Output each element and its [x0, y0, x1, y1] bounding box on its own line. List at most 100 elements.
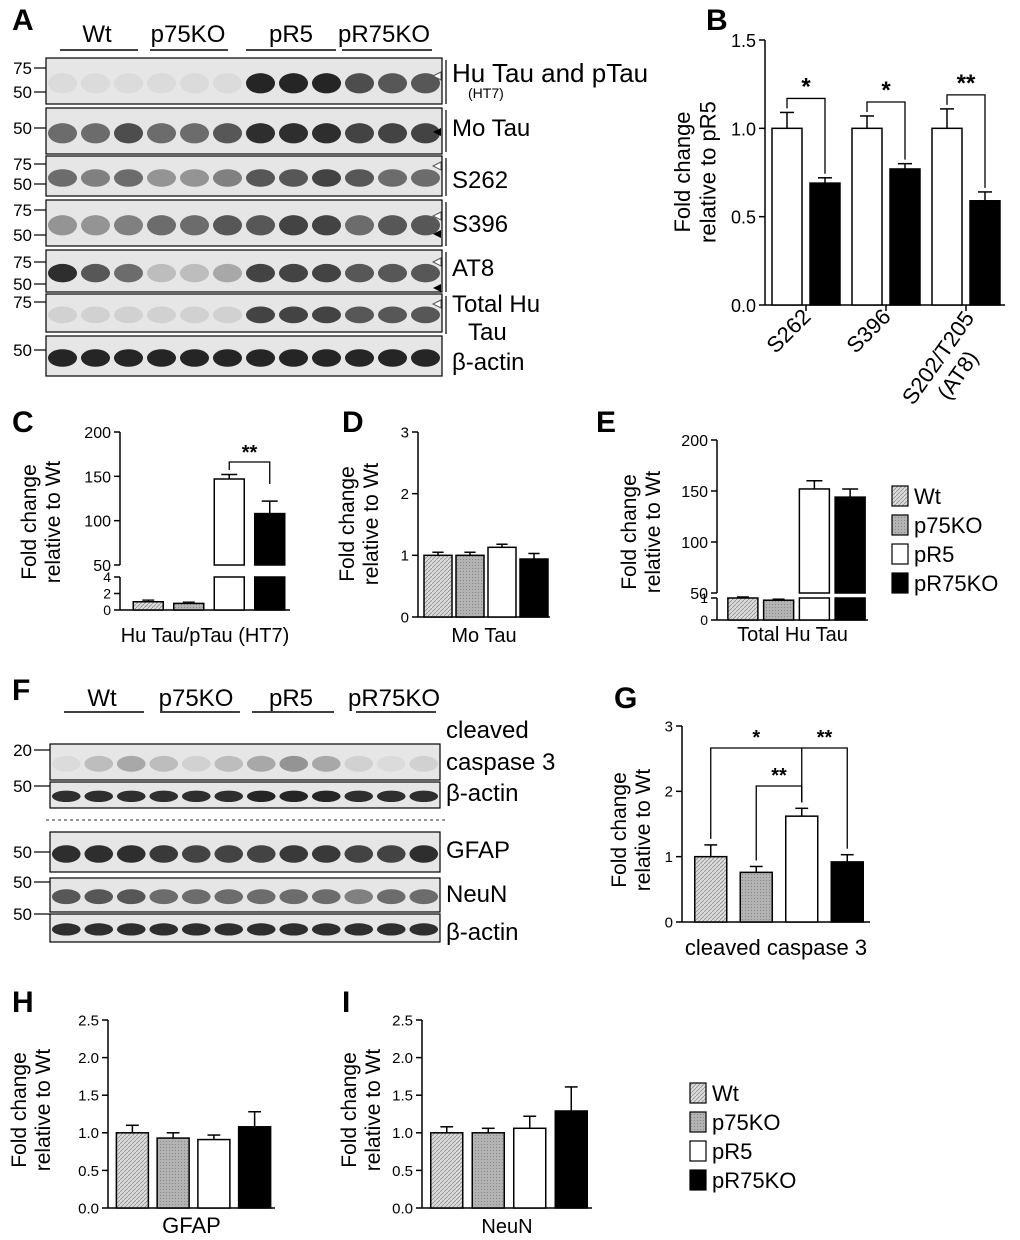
bar-pR75KO — [554, 1110, 588, 1209]
band — [344, 73, 375, 94]
band — [84, 923, 114, 936]
bar-pR5 — [197, 1138, 231, 1209]
band — [311, 923, 341, 936]
ylabel-line-1: Fold change — [618, 474, 641, 590]
ylabel-line-2: relative to Wt — [632, 769, 655, 892]
x-axis-label: Mo Tau — [451, 625, 516, 647]
mw-marker: 50 — [13, 83, 32, 102]
mw-marker: 50 — [13, 175, 32, 194]
band — [278, 306, 309, 324]
band — [246, 755, 276, 772]
mw-marker: 75 — [13, 253, 32, 272]
y-tick-label: 100 — [681, 535, 708, 552]
y-tick-label: 0.0 — [731, 296, 756, 316]
bar-pR5-upper — [213, 478, 245, 566]
band — [410, 263, 441, 283]
panel-letter-F: F — [12, 674, 30, 707]
band — [344, 215, 375, 236]
band — [278, 73, 309, 94]
panel-letter-A: A — [12, 4, 34, 37]
x-category-label: S396 — [842, 304, 896, 358]
significance-bracket — [866, 101, 906, 160]
mw-marker: 50 — [13, 777, 32, 796]
open-arrow-icon — [431, 71, 442, 81]
ylabel-line-1: Fold change — [338, 1052, 361, 1168]
band — [181, 845, 211, 863]
y-tick-label: 0.5 — [731, 208, 756, 228]
band — [113, 73, 144, 94]
band — [344, 889, 374, 905]
band — [278, 169, 309, 187]
band — [245, 73, 276, 94]
bar-Wt — [132, 601, 164, 611]
band — [113, 169, 144, 187]
band — [181, 889, 211, 905]
filled-arrow-icon — [433, 284, 441, 292]
y-tick-label: 1.5 — [78, 1088, 99, 1105]
band — [80, 73, 111, 94]
bar-pR75KO-S202/T205 (AT8) — [969, 200, 1001, 306]
ylabel-line-2: relative to Wt — [42, 461, 65, 584]
band — [84, 755, 114, 772]
y-tick-label: 2 — [401, 486, 409, 503]
blot-a-strip-6 — [45, 335, 443, 377]
band — [344, 923, 374, 936]
mw-marker: 50 — [13, 843, 32, 862]
band — [311, 889, 341, 905]
band — [410, 349, 441, 367]
blot-frame — [49, 831, 441, 873]
band — [179, 123, 210, 144]
bar-pR5 — [513, 1127, 547, 1209]
panel-letter-D: D — [342, 406, 364, 439]
blot-label: Total Hu — [452, 291, 540, 318]
band — [47, 73, 78, 94]
ylabel-line-2: relative to Wt — [32, 1049, 55, 1172]
band — [116, 889, 146, 905]
bar-pR75KO-upper — [254, 512, 286, 566]
band — [113, 123, 144, 144]
y-tick-label: 0 — [665, 914, 673, 931]
band — [246, 889, 276, 905]
y-axis-label: Fold changerelative to Wt — [18, 461, 65, 584]
band — [80, 306, 111, 324]
y-tick-label: 0.0 — [392, 1200, 413, 1217]
y-tick-label: 3 — [665, 718, 673, 735]
mw-marker: 20 — [13, 741, 32, 760]
band — [311, 73, 342, 94]
blot-label: β-actin — [446, 780, 519, 807]
bar-pR5-lower — [798, 597, 831, 621]
bar-p75KO — [455, 554, 485, 618]
band — [410, 73, 441, 94]
y-tick-label: 1.0 — [392, 1125, 413, 1142]
ylabel-line-1: Fold change — [18, 464, 41, 580]
band — [181, 923, 211, 936]
band — [245, 349, 276, 367]
band — [376, 889, 406, 905]
blot-frame — [45, 155, 443, 197]
blot-frame — [49, 781, 441, 809]
y-tick-label: 1.5 — [392, 1088, 413, 1105]
band — [278, 349, 309, 367]
band — [146, 123, 177, 144]
significance-bracket — [228, 461, 271, 484]
band — [149, 889, 179, 905]
band — [311, 215, 342, 236]
bar-pR5 — [785, 815, 819, 923]
band — [279, 790, 309, 803]
blot-f-strip-3 — [49, 877, 441, 913]
legend-swatch-p75KO — [891, 514, 909, 536]
bar-p75KO — [173, 602, 205, 611]
blot-label: S396 — [452, 211, 508, 238]
ylabel-line-2: relative to Wt — [642, 471, 665, 594]
band — [181, 790, 211, 803]
band — [51, 790, 81, 803]
bar-pR75KO — [830, 861, 864, 923]
y-tick-label: 1.5 — [731, 31, 756, 51]
band — [214, 923, 244, 936]
band — [311, 263, 342, 283]
panel-letter-B: B — [706, 4, 728, 37]
blot-label: β-actin — [446, 919, 519, 946]
group-label-pR75KO: pR75KO — [348, 685, 440, 712]
legend-swatch-p75KO — [689, 1111, 707, 1133]
y-axis-label: Fold changerelative to Wt — [8, 1049, 55, 1172]
